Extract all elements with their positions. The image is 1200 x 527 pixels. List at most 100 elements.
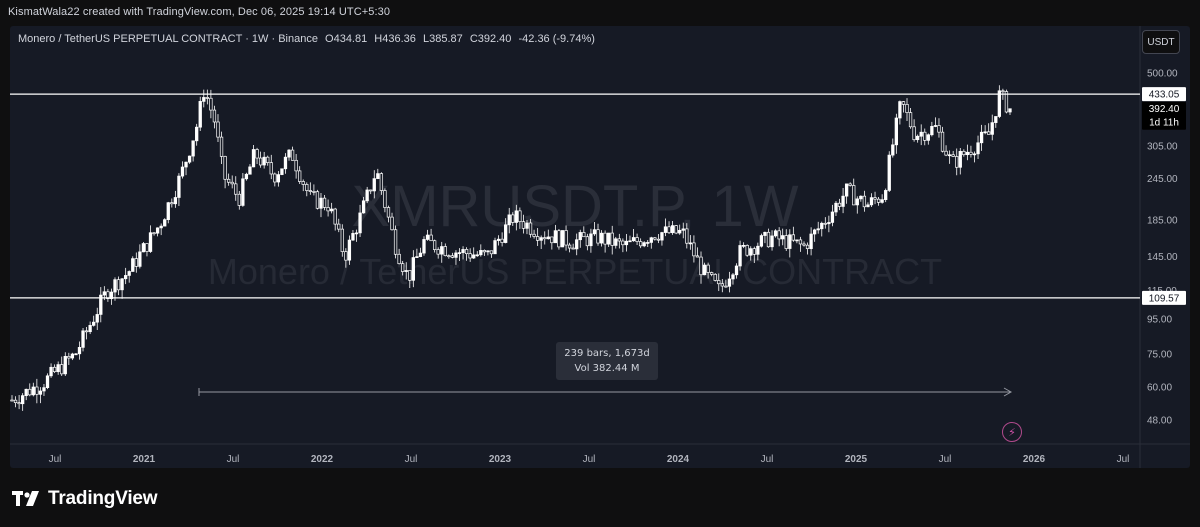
candle-body (276, 174, 281, 183)
candle-body (827, 222, 831, 225)
candle-body (38, 390, 43, 395)
candle-body (155, 227, 160, 234)
candle-body (947, 154, 952, 157)
low-label: L (422, 33, 430, 45)
candle-body (212, 109, 217, 123)
candle-body (901, 101, 906, 105)
candle-body (514, 210, 518, 223)
candle-body (621, 240, 625, 246)
candle-body (905, 104, 909, 113)
candle-body (759, 235, 764, 247)
candle-body (916, 135, 920, 141)
candle-body (315, 191, 320, 209)
candle-body (60, 364, 64, 375)
candle-body (575, 239, 579, 250)
currency-button[interactable]: USDT (1142, 30, 1180, 54)
candle-body (312, 191, 316, 193)
candle-body (660, 232, 664, 241)
candle-body (308, 190, 312, 192)
candle-body (88, 325, 92, 333)
candle-body (63, 356, 67, 375)
candle-body (656, 238, 661, 241)
candle-body (841, 195, 845, 207)
candle-body (432, 240, 437, 250)
candle-body (127, 271, 131, 276)
candle-body (241, 178, 245, 206)
candle-body (42, 387, 46, 392)
chart-frame[interactable]: XMRUSDT.P, 1W Monero / TetherUS PERPETUAL… (10, 26, 1190, 468)
candle-body (795, 239, 799, 242)
candle-body (731, 274, 735, 280)
price-tick-label: 185.00 (1147, 216, 1178, 227)
candle-body (92, 321, 96, 326)
candle-body (713, 273, 717, 281)
time-tick-label: 2026 (1023, 454, 1046, 465)
time-tick-label: 2021 (133, 454, 156, 465)
candle-body (525, 222, 529, 229)
candle-body (425, 234, 430, 240)
candle-body (319, 197, 323, 209)
candle-body (173, 197, 178, 205)
candle-body (653, 237, 657, 240)
candle-body (404, 270, 408, 272)
candle-body (869, 197, 874, 206)
price-tick-label: 60.00 (1147, 383, 1172, 394)
candle-body (852, 185, 856, 206)
candle-body (344, 251, 348, 261)
candle-body (486, 250, 490, 253)
candle-body (191, 140, 195, 157)
candle-body (163, 219, 167, 227)
candle-body (809, 233, 813, 249)
watermark-symbol: XMRUSDT.P, 1W (352, 174, 799, 239)
candle-body (972, 153, 977, 156)
candle-body (10, 399, 14, 402)
candle-body (926, 134, 930, 141)
measure-bars: 239 bars, 1,673d (564, 348, 650, 359)
tradingview-brand[interactable]: TradingView (12, 488, 158, 510)
candle-body (773, 230, 778, 237)
candle-body (269, 162, 273, 175)
candle-body (21, 395, 25, 405)
candle-body (347, 239, 352, 261)
candle-body (741, 245, 746, 247)
candle-body (152, 232, 156, 235)
time-tick-label: Jul (583, 454, 596, 465)
candle-body (13, 399, 18, 404)
candle-body (84, 330, 89, 333)
candle-body (177, 175, 181, 198)
price-tick-label: 305.00 (1147, 142, 1178, 153)
candle-body (102, 291, 106, 296)
candle-body (386, 207, 391, 218)
time-tick-label: Jul (761, 454, 774, 465)
candle-body (230, 181, 234, 185)
candle-body (674, 225, 678, 234)
candle-body (788, 234, 792, 249)
price-chart[interactable]: XMRUSDT.P, 1W Monero / TetherUS PERPETUAL… (10, 26, 1190, 468)
candle-body (642, 242, 646, 247)
candle-body (685, 228, 689, 244)
candle-body (681, 228, 685, 231)
candle-body (589, 233, 593, 247)
candle-body (944, 150, 948, 156)
candle-body (528, 222, 533, 235)
candle-body (280, 168, 284, 175)
candle-body (415, 256, 419, 258)
candle-body (99, 294, 103, 315)
candle-body (266, 156, 270, 163)
candle-body (717, 280, 721, 285)
lightning-icon[interactable]: ⚡ (1002, 422, 1022, 442)
candle-body (720, 283, 724, 287)
candle-body (994, 116, 998, 123)
candle-body (557, 230, 561, 248)
candle-body (837, 202, 842, 207)
candle-body (145, 243, 149, 252)
candle-body (933, 125, 938, 127)
candle-body (834, 202, 838, 213)
candle-body (1001, 90, 1005, 93)
candle-body (205, 97, 209, 99)
candle-body (113, 279, 117, 293)
candle-body (596, 229, 600, 244)
candle-body (873, 197, 877, 200)
candle-body (766, 231, 771, 248)
candle-body (518, 210, 522, 223)
